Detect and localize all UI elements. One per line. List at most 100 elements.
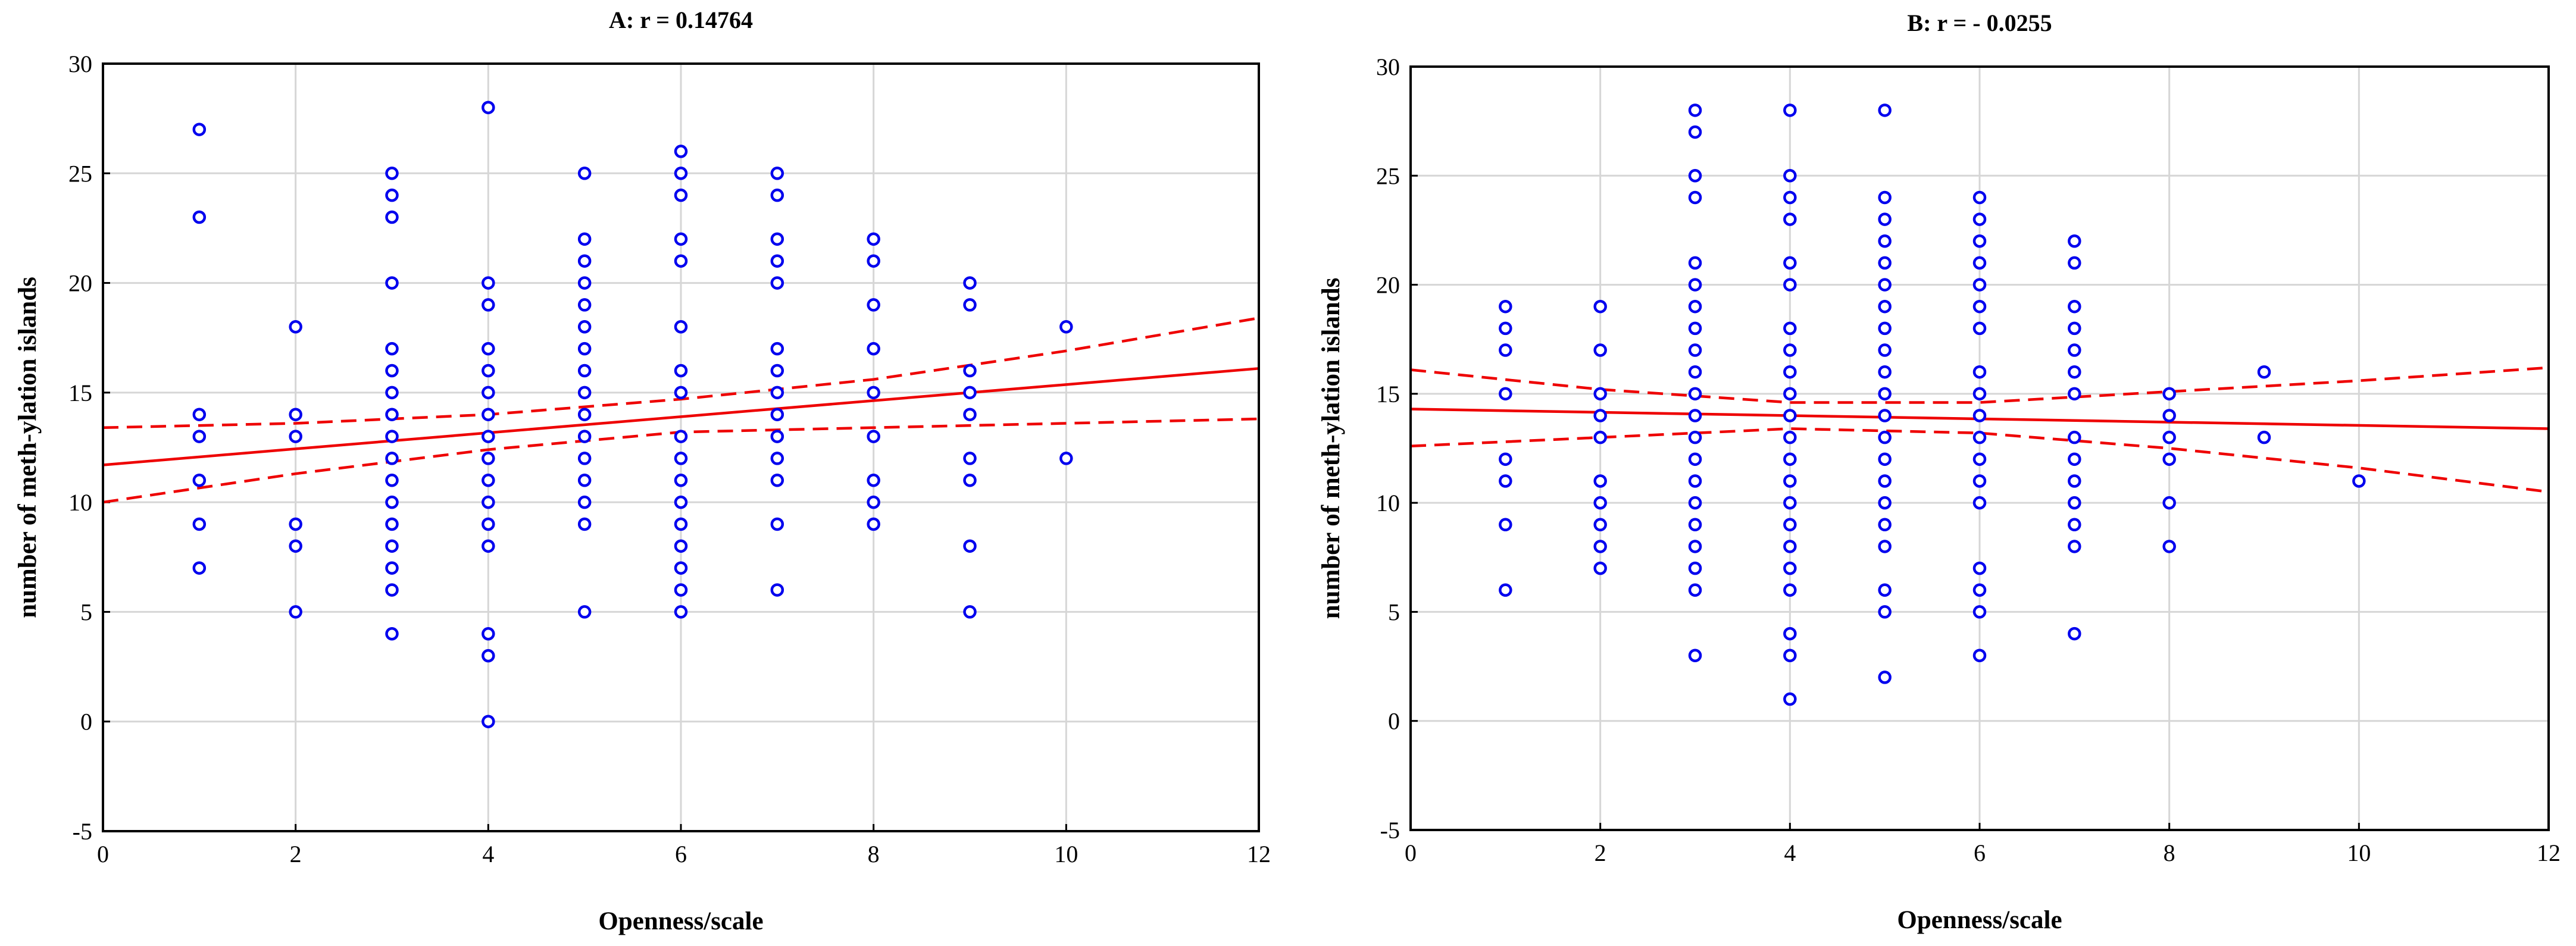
data-point (2068, 365, 2081, 379)
data-point (963, 298, 977, 312)
data-point (1499, 452, 1512, 466)
data-point (770, 232, 784, 246)
data-point (1972, 430, 1987, 444)
y-tick-label: 0 (80, 709, 92, 735)
data-point (2068, 627, 2081, 641)
regression-line (102, 367, 1259, 466)
data-point (1688, 125, 1702, 139)
chart-title: B: r = - 0.0255 (1907, 10, 2052, 36)
data-point (482, 649, 495, 663)
data-point (1688, 649, 1702, 662)
data-point (963, 452, 977, 465)
data-point (1878, 430, 1892, 444)
data-point (1878, 474, 1892, 488)
data-point (385, 167, 399, 180)
data-point (1593, 299, 1607, 314)
data-point (1783, 430, 1797, 444)
y-tick-label: 20 (1376, 272, 1400, 299)
data-point (192, 210, 207, 224)
data-point (385, 561, 399, 575)
data-point (1593, 474, 1607, 488)
data-point (674, 430, 688, 443)
data-point (1878, 540, 1892, 553)
data-point (1593, 561, 1607, 575)
data-point (577, 232, 592, 246)
data-point (289, 408, 302, 421)
data-point (963, 276, 977, 290)
data-point (577, 408, 592, 421)
data-point (770, 517, 784, 531)
data-point (1499, 583, 1512, 597)
data-point (1878, 234, 1892, 248)
data-point (2162, 496, 2176, 510)
data-point (1972, 649, 1987, 662)
data-point (385, 539, 399, 553)
data-point (1878, 212, 1892, 226)
data-point (2162, 540, 2176, 553)
data-point (385, 583, 399, 597)
data-point (674, 605, 688, 619)
y-tick-label: 5 (80, 599, 92, 625)
data-point (2162, 452, 2176, 466)
data-point (1593, 387, 1607, 401)
y-tick-label: -5 (1380, 817, 1400, 844)
plot-frame (102, 62, 1260, 832)
data-point (577, 364, 592, 378)
y-tick-label: 15 (1376, 381, 1400, 408)
data-point (2257, 365, 2271, 379)
data-point (192, 517, 207, 531)
data-point (289, 320, 302, 334)
data-point (1972, 299, 1987, 314)
data-point (385, 210, 399, 224)
data-point (1783, 212, 1797, 226)
y-tick-label: 30 (1376, 54, 1400, 80)
data-point (1972, 605, 1987, 619)
data-point (385, 627, 399, 641)
y-tick-label: 20 (68, 270, 92, 297)
data-point (674, 583, 688, 597)
data-point (577, 495, 592, 509)
data-point (674, 452, 688, 465)
data-point (2068, 518, 2081, 532)
data-point (2068, 343, 2081, 357)
data-point (482, 386, 495, 400)
x-axis-label: Openness/scale (1897, 906, 2062, 934)
data-point (2352, 474, 2366, 488)
data-point (674, 364, 688, 378)
x-tick-label: 12 (2537, 840, 2561, 866)
x-tick-label: 0 (97, 841, 109, 867)
data-point (482, 452, 495, 465)
data-point (1783, 169, 1797, 183)
x-tick-label: 12 (1247, 841, 1271, 867)
data-point (1059, 320, 1073, 334)
data-point (385, 452, 399, 465)
data-point (1972, 561, 1987, 575)
data-point (577, 167, 592, 180)
data-point (1783, 409, 1797, 422)
data-point (1878, 387, 1892, 401)
data-point (674, 145, 688, 158)
data-point (192, 430, 207, 443)
data-point (289, 430, 302, 443)
data-point (1499, 518, 1512, 532)
data-point (770, 276, 784, 290)
data-point (577, 254, 592, 268)
data-point (1688, 540, 1702, 553)
y-tick-label: 25 (1376, 162, 1400, 189)
data-point (1972, 496, 1987, 510)
data-point (2068, 496, 2081, 510)
data-point (963, 364, 977, 378)
data-point (482, 364, 495, 378)
data-point (385, 364, 399, 378)
data-point (2068, 387, 2081, 401)
data-point (1688, 256, 1702, 270)
data-point (770, 386, 784, 400)
data-point (1878, 278, 1892, 292)
data-point (1059, 452, 1073, 465)
data-point (1972, 190, 1987, 205)
data-point (2257, 430, 2271, 444)
data-point (482, 495, 495, 509)
y-tick-label: 5 (1388, 599, 1400, 625)
x-tick-label: 8 (868, 841, 880, 867)
data-point (289, 517, 302, 531)
